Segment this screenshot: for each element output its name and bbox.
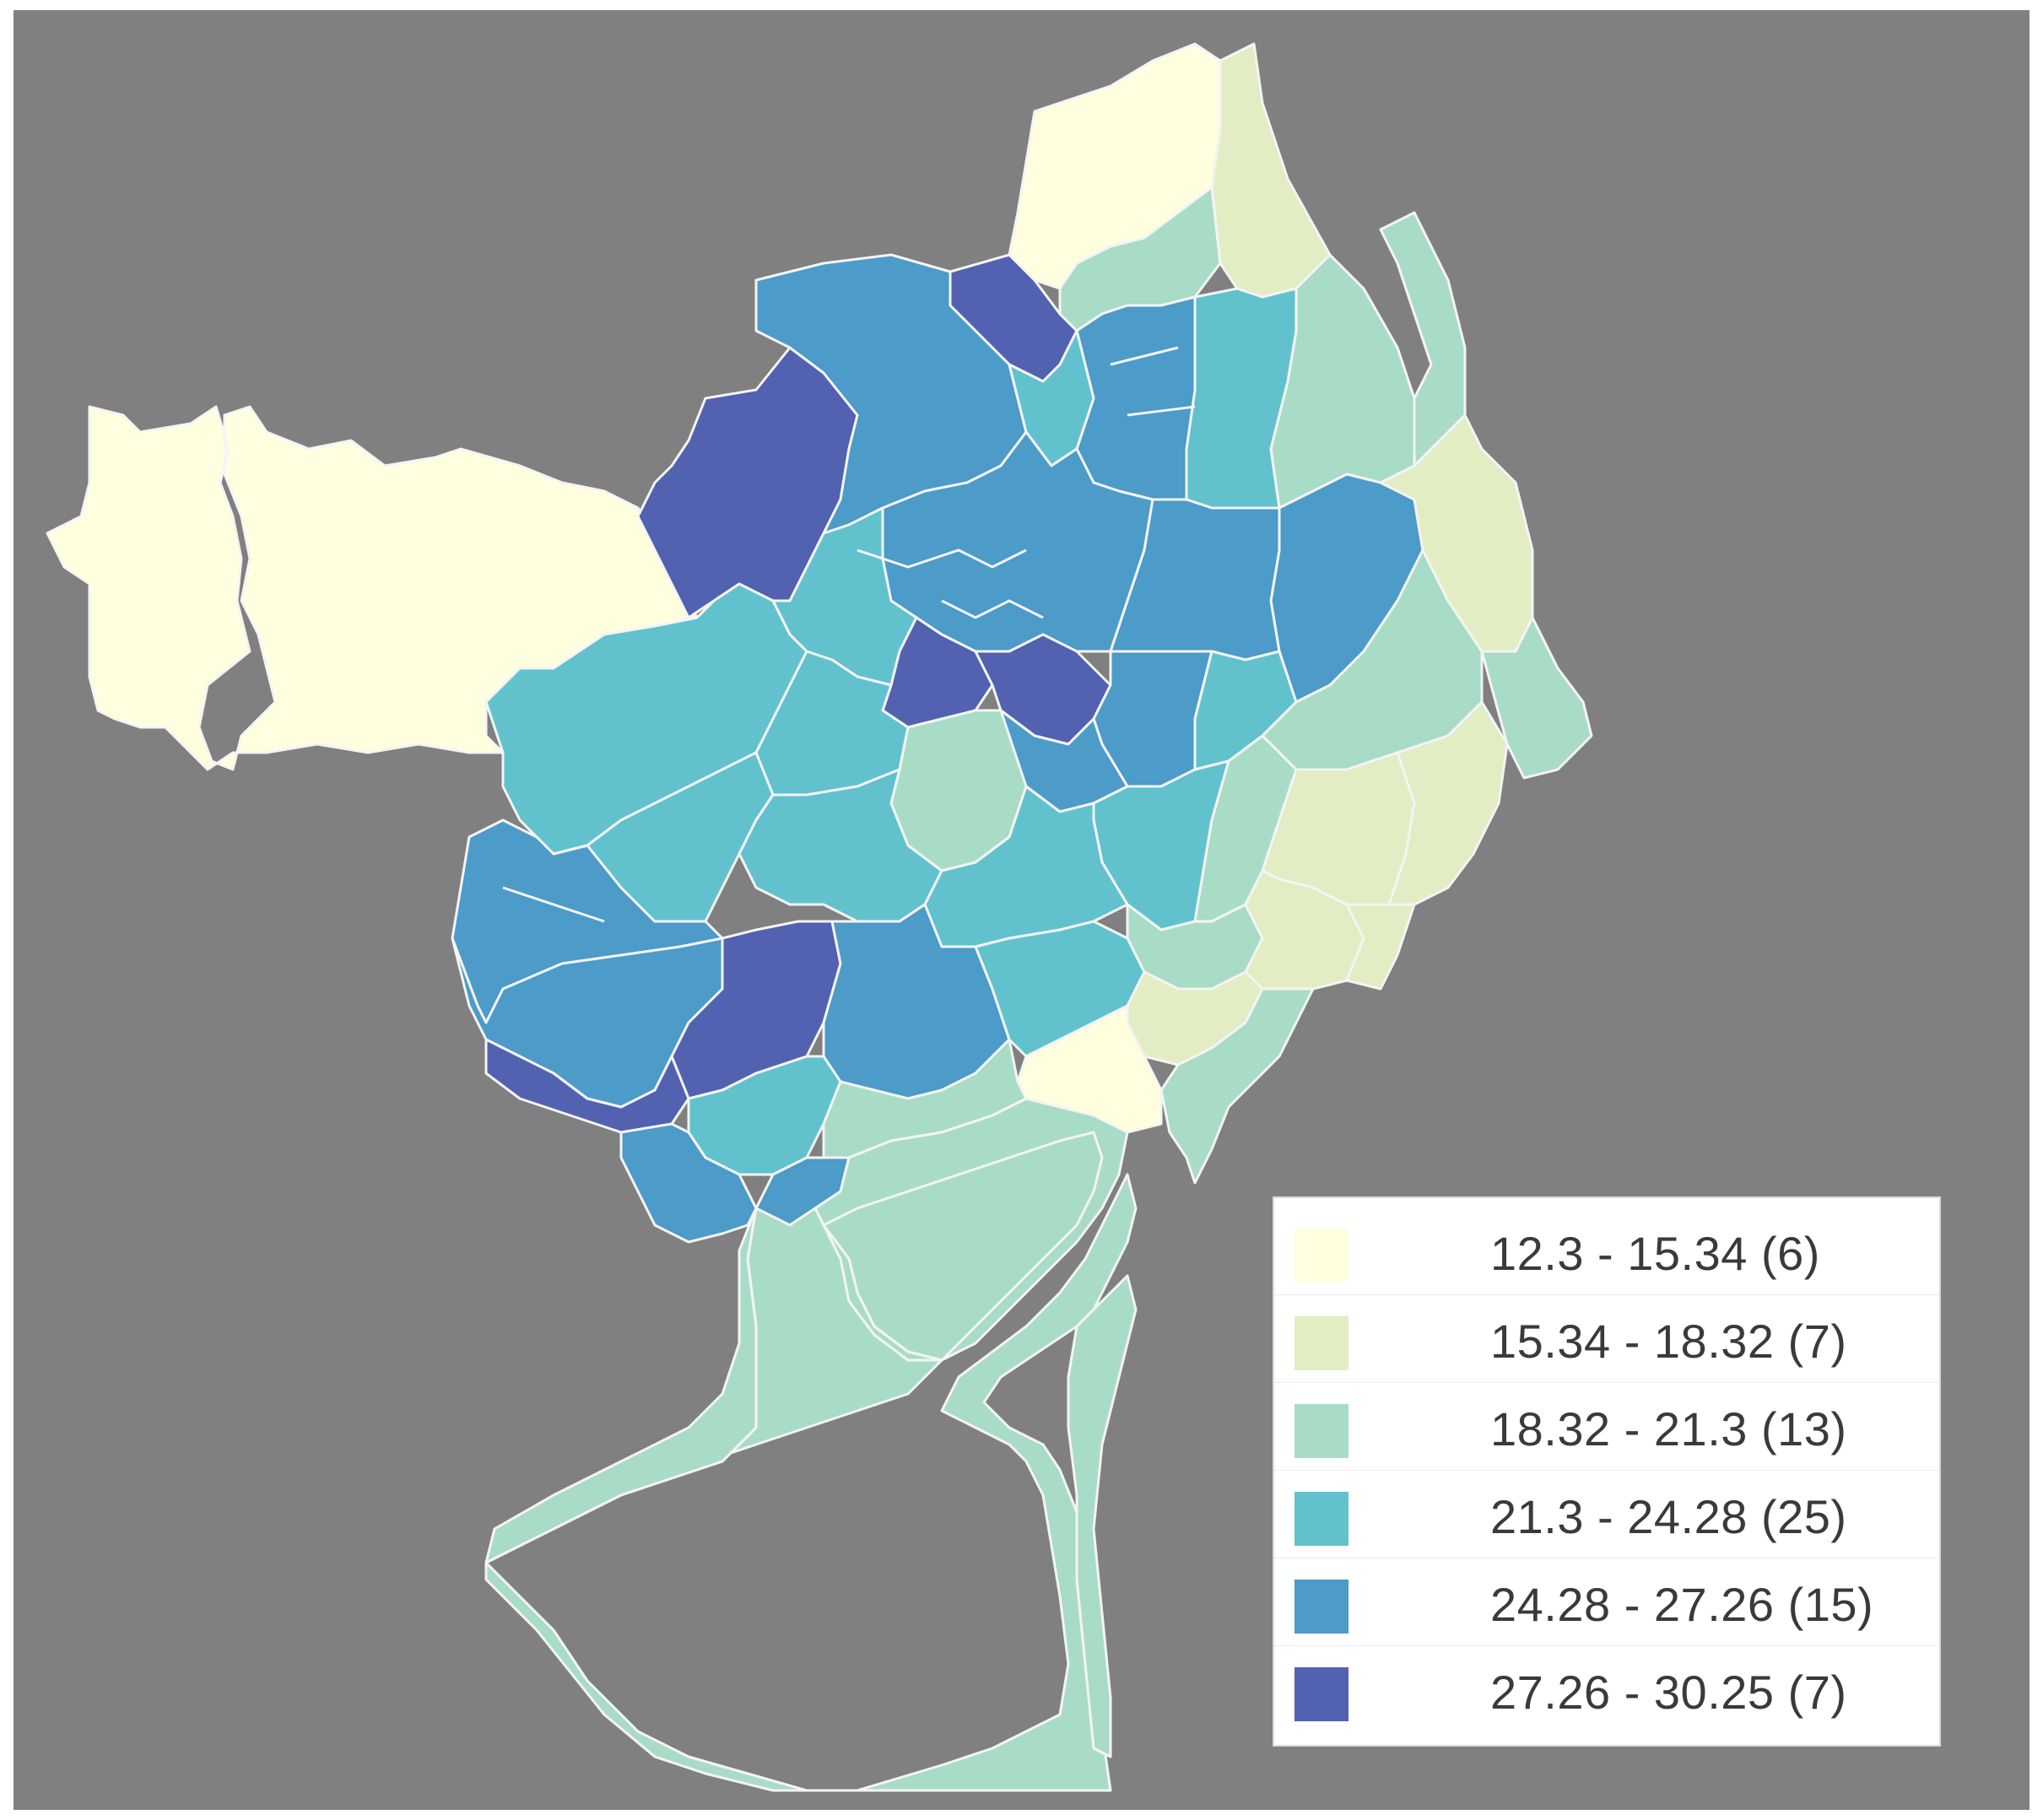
legend-divider — [1274, 1294, 1939, 1295]
district-polygon[interactable] — [1387, 700, 1509, 906]
legend-label: 12.3 - 15.34 (6) — [1490, 1227, 1820, 1280]
legend-item: 27.26 - 30.25 (7) — [1274, 1647, 1939, 1731]
legend-label: 21.3 - 24.28 (25) — [1490, 1490, 1847, 1543]
district-polygon[interactable] — [1067, 1274, 1138, 1758]
legend-swatch — [1294, 1404, 1348, 1458]
legend: 12.3 - 15.34 (6) 15.34 - 18.32 (7) 18.32 -… — [1273, 1196, 1941, 1747]
legend-label: 24.28 - 27.26 (15) — [1490, 1578, 1874, 1631]
legend-swatch — [1294, 1229, 1348, 1283]
legend-item: 24.28 - 27.26 (15) — [1274, 1559, 1939, 1644]
district-border — [502, 886, 605, 923]
district-polygon[interactable] — [46, 405, 699, 771]
district-polygon[interactable] — [484, 1207, 758, 1564]
legend-divider — [1274, 1470, 1939, 1471]
legend-item: 21.3 - 24.28 (25) — [1274, 1472, 1939, 1556]
district-border — [857, 548, 1027, 569]
legend-divider — [1274, 1382, 1939, 1383]
district-polygon[interactable] — [484, 1038, 690, 1134]
district-border — [941, 599, 1044, 619]
legend-swatch — [1294, 1580, 1348, 1634]
legend-label: 18.32 - 21.3 (13) — [1490, 1402, 1847, 1455]
legend-label: 27.26 - 30.25 (7) — [1490, 1666, 1847, 1719]
district-polygon[interactable] — [822, 1131, 1104, 1362]
district-border — [1127, 405, 1196, 417]
legend-item: 15.34 - 18.32 (7) — [1274, 1296, 1939, 1380]
district-polygon[interactable] — [1008, 329, 1095, 467]
district-border — [1110, 346, 1179, 366]
legend-divider — [1274, 1645, 1939, 1646]
legend-swatch — [1294, 1316, 1348, 1370]
district-borders — [502, 346, 1196, 923]
legend-item: 18.32 - 21.3 (13) — [1274, 1384, 1939, 1468]
legend-swatch — [1294, 1667, 1348, 1721]
district-polygon[interactable] — [1480, 616, 1593, 780]
legend-item: 12.3 - 15.34 (6) — [1274, 1208, 1939, 1293]
district-polygons — [46, 42, 1593, 1792]
legend-swatch — [1294, 1492, 1348, 1546]
choropleth-map — [14, 10, 2029, 1810]
district-polygon[interactable] — [1379, 211, 1467, 467]
district-polygon[interactable] — [1159, 987, 1315, 1185]
legend-label: 15.34 - 18.32 (7) — [1490, 1315, 1847, 1368]
district-polygon[interactable] — [1345, 903, 1416, 991]
district-polygon[interactable] — [619, 1122, 758, 1244]
